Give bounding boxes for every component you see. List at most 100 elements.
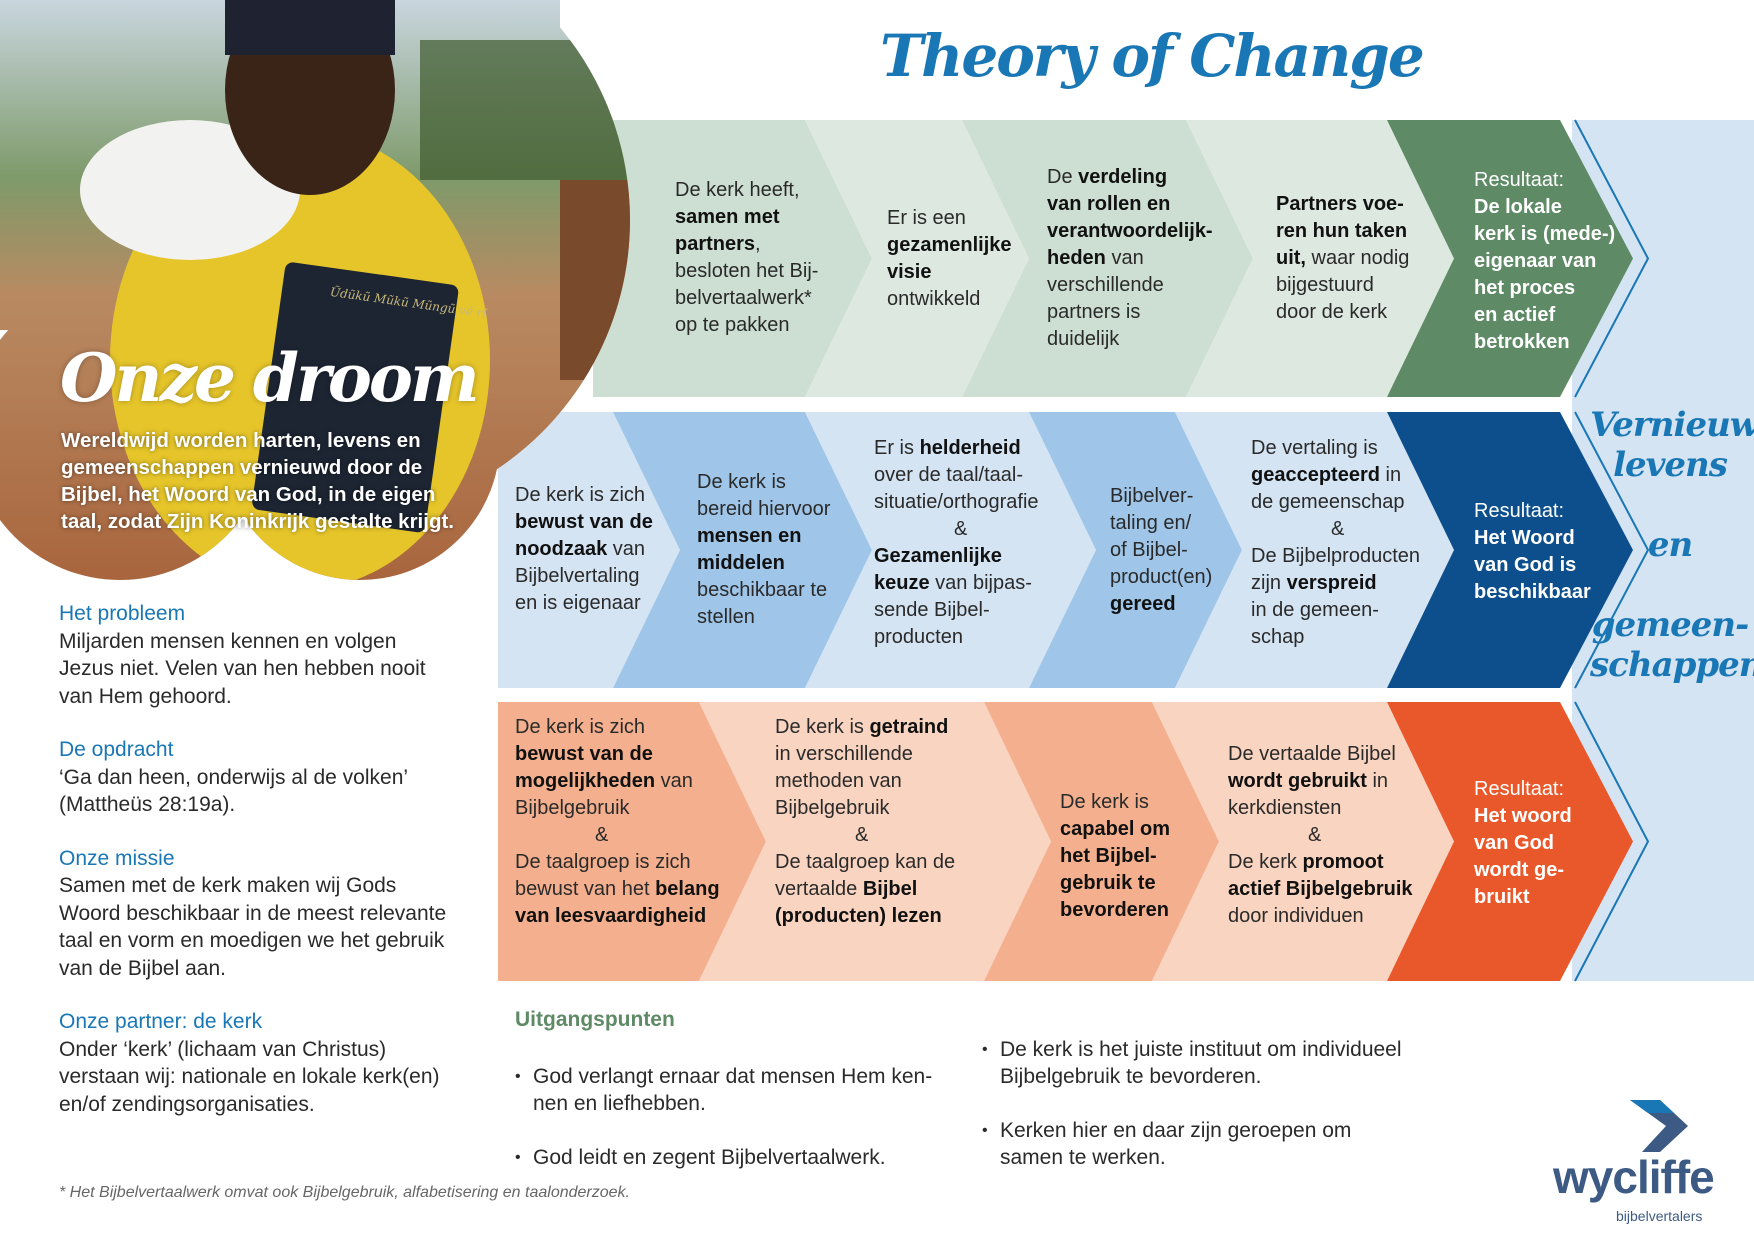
bold-text: wordt gebruikt [1228,770,1367,792]
bold-text: promoot [1302,851,1384,873]
text: stellen [697,606,755,628]
text-line: kerkdiensten [1228,795,1413,822]
text: beschikbaar te [697,579,828,601]
text: De vertaalde Bijbel [1228,743,1396,765]
text-line: van God [1474,830,1572,857]
text-line: & [775,822,955,849]
chevron-step [984,702,1219,981]
step-text: De vertaling is geaccepteerd in de gemeens… [1251,435,1420,651]
step-text: De verdeling van rollen en verantwoordelij… [1047,164,1213,353]
chevron-step [1152,702,1454,981]
page-title: Theory of Change [880,22,1425,90]
chevron-result [1387,412,1633,688]
text-line: schap [1251,624,1420,651]
chevron-step [498,702,766,981]
text: in [1366,770,1389,792]
section-heading: Onze partner: de kerk [59,1010,263,1033]
text-line: product(en) [1110,564,1212,591]
bold-text: verantwoordelijk- [1047,220,1213,242]
bold-text: keuze [874,572,930,594]
text-line: De kerk is [697,469,830,496]
text-line: belvertaalwerk* [675,285,818,312]
text-line: Het Woord [1474,525,1591,552]
text-line: De kerk promoot [1228,849,1413,876]
text-line: kerk is (mede-) [1474,221,1615,248]
bold-text: het proces [1474,277,1576,299]
text: , [755,233,761,255]
text: De vertaling is [1251,437,1378,459]
side-word: en [1647,525,1693,565]
text-line: door de kerk [1276,299,1409,326]
bold-text: getraind [869,716,949,738]
text-line: De kerk is zich [515,482,653,509]
text-line: bereid hiervoor [697,496,830,523]
text: taling en/ [1110,512,1192,534]
result-text: Resultaat: Het woord van God wordt ge-bruik… [1474,776,1572,911]
text-line: zijn verspreid [1251,570,1420,597]
text-line: op te pakken [675,312,818,339]
bold-text: en actief [1474,304,1556,326]
bold-text: Het woord [1474,805,1572,827]
text-line: Bijbelver- [1110,483,1212,510]
step-text: De kerk is bereid hiervoor mensen en middel… [697,469,830,631]
bold-text: het Bijbel- [1060,845,1157,867]
bold-text: van God is [1474,554,1577,576]
bold-text: van rollen en [1047,193,1171,215]
footnote: * Het Bijbelvertaalwerk omvat ook Bijbel… [59,1184,630,1201]
bold-text: mogelijkheden [515,770,656,792]
text-line: duidelijk [1047,326,1213,353]
text: De taalgroep kan de [775,851,956,873]
text-line: Er is helderheid [874,435,1039,462]
chevron-step [962,120,1253,397]
step-text: Er is helderheid over de taal/taal-situat… [874,435,1039,651]
text: besloten het Bij- [675,260,819,282]
text-line: taling en/ [1110,510,1212,537]
text-line: uit, waar nodig [1276,245,1409,272]
text-line: situatie/orthografie [874,489,1039,516]
step-text: De kerk is capabel om het Bijbel-gebruik t… [1060,789,1170,924]
bold-text: belang [655,878,720,900]
photo-caption: Wereldwijd worden harten, levens en geme… [61,429,454,533]
bold-text: partners [675,233,756,255]
step-text: De kerk is getraind in verschillende metho… [775,714,955,930]
text: situatie/orthografie [874,491,1039,513]
left-info-column: Het probleem Miljarden mensen kennen en … [59,600,479,1144]
logo-wordmark: wycliffe [1553,1151,1715,1203]
text-line: De kerk heeft, [675,177,818,204]
text: zijn [1251,572,1287,594]
bold-text: bevorderen [1060,899,1169,921]
text: de gemeenschap [1251,491,1405,513]
text: & [595,824,609,846]
text-line: in de gemeen- [1251,597,1420,624]
text: sende Bijbel- [874,599,990,621]
step-text: De kerk heeft, samen met partners, besloten… [675,177,818,339]
bold-text: samen met [675,206,780,228]
bold-text: verdeling [1078,166,1168,188]
text: Bijbelver- [1110,485,1194,507]
bold-text: De lokale [1474,196,1562,218]
side-word: schappen! [1590,645,1754,685]
text-line: Resultaat: [1474,776,1572,803]
bold-text: betrokken [1474,331,1570,353]
bold-text: van leesvaardigheid [515,905,707,927]
text: De kerk is [697,471,786,493]
text-line: het Bijbel- [1060,843,1170,870]
text-line: bevorderen [1060,897,1170,924]
chevron-step [1029,412,1242,688]
chevron-step [1175,412,1454,688]
text-line: capabel om [1060,816,1170,843]
text: De kerk is [1060,791,1149,813]
text-line: bewust van de [515,741,720,768]
text-line: De taalgroep is zich [515,849,720,876]
chevron-step [593,120,872,397]
result-text: Resultaat: Het Woord van God is beschikbaar [1474,498,1591,606]
principle-item: Kerken hier en daar zijn geroepen om sam… [982,1117,1402,1171]
chevron-result [1387,120,1633,397]
principles-list-2: De kerk is het juiste instituut om indiv… [982,1009,1402,1198]
principles-heading: Uitgangspunten [515,1008,675,1031]
text-line: middelen [697,550,830,577]
text: & [954,518,968,540]
text-line: bewust van de [515,509,653,536]
section-heading: Onze missie [59,846,175,870]
bold-text: wordt ge- [1474,859,1564,881]
